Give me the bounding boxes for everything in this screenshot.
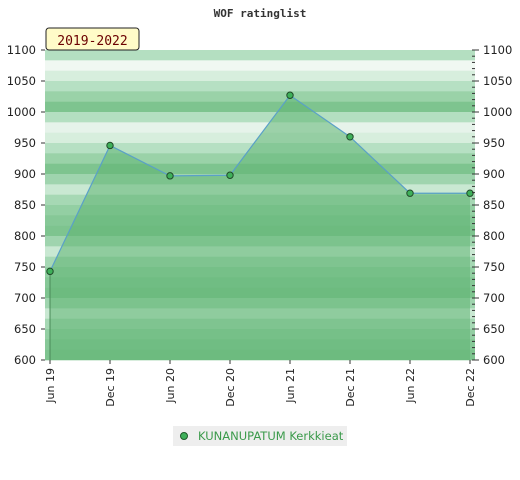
x-axis: Jun 19 Dec 19 Jun 20 Dec 20 Jun 21 Dec 21 Jun … <box>44 360 477 407</box>
data-point[interactable] <box>406 189 414 197</box>
data-point[interactable] <box>466 189 474 197</box>
x-tick-label: Jun 22 <box>404 368 417 404</box>
background-band <box>45 70 475 82</box>
background-band <box>45 50 475 61</box>
data-point[interactable] <box>166 172 174 180</box>
series-area <box>50 95 470 360</box>
background-band <box>45 122 475 133</box>
series-line <box>49 94 470 272</box>
y-tick-label: 600 <box>14 353 36 367</box>
data-point[interactable] <box>46 267 54 276</box>
legend[interactable]: KUNANUPATUM Kerkkieat <box>173 426 347 446</box>
y-tick-label: 900 <box>483 167 505 181</box>
data-point[interactable] <box>226 171 234 179</box>
legend-label: KUNANUPATUM Kerkkieat <box>198 429 344 443</box>
y-tick-label: 850 <box>14 198 36 212</box>
y-tick-label: 1000 <box>483 105 512 119</box>
y-tick-label: 1000 <box>7 105 36 119</box>
y-tick-label: 1100 <box>7 43 36 57</box>
y-tick-label: 1100 <box>483 43 512 57</box>
data-point[interactable] <box>346 133 354 141</box>
data-points <box>46 91 474 360</box>
legend-marker-icon <box>180 432 188 440</box>
y-tick-label: 1050 <box>7 74 36 88</box>
background-band <box>45 91 475 102</box>
background-band <box>45 112 475 123</box>
background-band <box>45 101 475 113</box>
y-axis-left: 600 650 700 750 800 850 900 950 1000 1050 1100 <box>7 43 45 367</box>
x-tick-label: Dec 19 <box>104 368 117 407</box>
data-point[interactable] <box>286 91 294 99</box>
y-tick-label: 800 <box>483 229 505 243</box>
background-band <box>45 81 475 92</box>
y-axis-right: 600 650 700 750 800 850 900 950 1000 1050 1100 <box>472 43 512 367</box>
y-tick-label: 700 <box>483 291 505 305</box>
x-tick-label: Jun 20 <box>164 368 177 404</box>
y-tick-label: 800 <box>14 229 36 243</box>
y-tick-label: 650 <box>483 322 505 336</box>
y-tick-label: 750 <box>483 260 505 274</box>
x-tick-label: Jun 19 <box>44 368 57 404</box>
background-band <box>45 60 475 71</box>
y-tick-label: 900 <box>14 167 36 181</box>
x-tick-label: Dec 20 <box>224 368 237 407</box>
x-tick-label: Dec 22 <box>464 368 477 407</box>
y-tick-label: 600 <box>483 353 505 367</box>
y-tick-label: 850 <box>483 198 505 212</box>
period-badge: 2019-2022 <box>45 27 140 51</box>
x-tick-label: Dec 21 <box>344 368 357 407</box>
y-tick-label: 650 <box>14 322 36 336</box>
y-tick-label: 750 <box>14 260 36 274</box>
data-point[interactable] <box>106 141 114 150</box>
period-label: 2019-2022 <box>57 34 127 49</box>
y-tick-label: 700 <box>14 291 36 305</box>
y-tick-label: 950 <box>14 136 36 150</box>
y-tick-label: 1050 <box>483 74 512 88</box>
x-tick-label: Jun 21 <box>284 368 297 404</box>
y-tick-label: 950 <box>483 136 505 150</box>
chart-title: WOF ratinglist <box>214 7 307 20</box>
